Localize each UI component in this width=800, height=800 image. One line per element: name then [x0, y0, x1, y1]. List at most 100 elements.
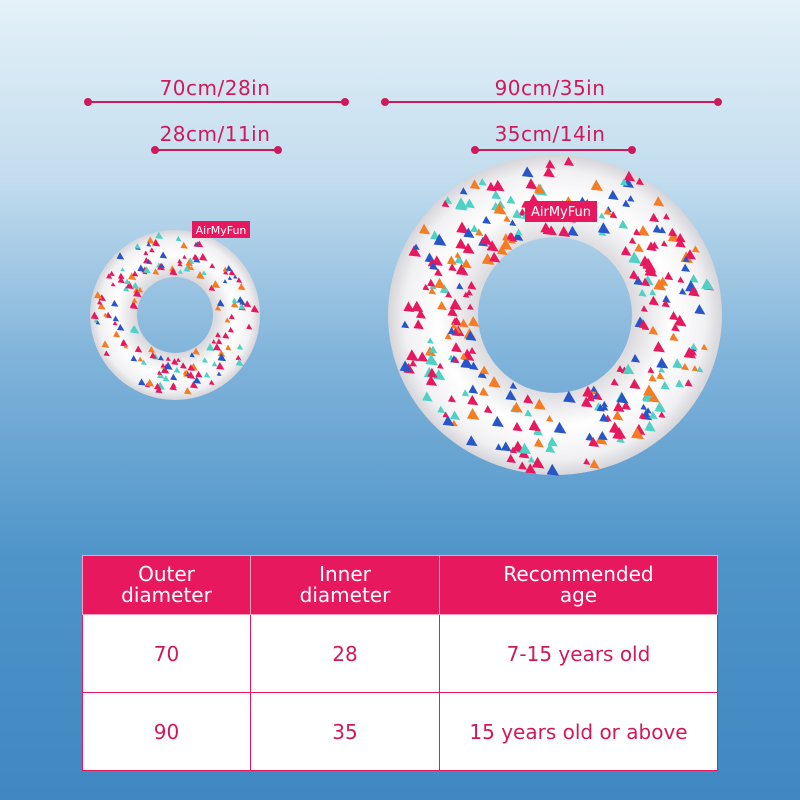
- confetti-piece: [493, 202, 507, 215]
- confetti-piece: [446, 255, 457, 265]
- confetti-piece: [681, 362, 690, 371]
- confetti-piece: [422, 391, 433, 402]
- cell: 15 years old or above: [439, 692, 718, 771]
- confetti-piece: [553, 421, 567, 434]
- confetti-piece: [236, 343, 244, 350]
- confetti-piece: [662, 294, 671, 303]
- confetti-piece: [675, 237, 686, 248]
- confetti-piece: [211, 339, 217, 344]
- confetti-piece: [193, 254, 200, 261]
- confetti-piece: [688, 285, 700, 297]
- confetti-piece: [449, 298, 462, 311]
- cell: 35: [250, 692, 440, 771]
- confetti-piece: [459, 187, 468, 195]
- confetti-piece: [152, 268, 160, 275]
- confetti-piece: [620, 178, 628, 186]
- confetti-piece: [155, 231, 164, 240]
- confetti-piece: [469, 361, 479, 371]
- confetti-piece: [454, 255, 465, 264]
- confetti-piece: [425, 353, 439, 366]
- confetti-piece: [609, 421, 622, 434]
- confetti-piece: [111, 299, 119, 307]
- confetti-piece: [637, 225, 650, 237]
- confetti-piece: [173, 366, 181, 373]
- confetti-piece: [653, 341, 666, 353]
- confetti-piece: [159, 251, 168, 259]
- confetti-piece: [170, 373, 178, 381]
- confetti-piece: [399, 360, 412, 373]
- confetti-piece: [661, 299, 670, 308]
- confetti-piece: [441, 199, 450, 208]
- confetti-piece: [483, 405, 493, 414]
- confetti-piece: [683, 346, 697, 359]
- header-cell: Outer diameter: [82, 555, 251, 615]
- confetti-piece: [456, 282, 464, 290]
- confetti-piece: [130, 301, 139, 310]
- confetti-piece: [486, 181, 497, 192]
- confetti-piece: [597, 430, 608, 441]
- confetti-piece: [447, 326, 457, 335]
- confetti-piece: [217, 349, 226, 357]
- confetti-piece: [656, 357, 669, 369]
- confetti-piece: [132, 282, 140, 289]
- confetti-piece: [613, 401, 625, 413]
- header-text: age: [559, 583, 598, 607]
- confetti-piece: [158, 355, 165, 361]
- inner-dimension: 28cm/11in: [160, 122, 271, 146]
- confetti-piece: [456, 221, 470, 234]
- confetti-piece: [531, 456, 545, 469]
- confetti-piece: [533, 437, 544, 448]
- confetti-piece: [643, 384, 657, 397]
- confetti-piece: [660, 381, 670, 390]
- confetti: [90, 156, 714, 476]
- confetti-piece: [545, 443, 556, 453]
- confetti-piece: [675, 379, 684, 388]
- confetti-piece: [439, 284, 450, 294]
- confetti-piece: [534, 398, 546, 410]
- confetti-piece: [189, 265, 195, 271]
- confetti-piece: [431, 255, 443, 266]
- confetti-piece: [669, 311, 679, 321]
- confetti-piece: [640, 403, 648, 410]
- confetti-piece: [545, 159, 556, 169]
- confetti-piece: [542, 226, 552, 235]
- confetti-piece: [586, 393, 595, 402]
- confetti-piece: [222, 266, 229, 273]
- confetti-piece: [546, 415, 554, 422]
- confetti-piece: [112, 315, 120, 322]
- confetti-piece: [501, 441, 512, 452]
- confetti-piece: [237, 282, 246, 291]
- confetti-piece: [479, 386, 489, 397]
- confetti-piece: [209, 263, 216, 269]
- confetti-piece: [701, 278, 714, 291]
- confetti-piece: [658, 366, 666, 373]
- confetti-piece: [233, 274, 238, 279]
- confetti-piece: [506, 195, 516, 204]
- confetti-piece: [177, 261, 183, 267]
- confetti-piece: [648, 325, 659, 335]
- confetti-piece: [470, 224, 479, 233]
- logo-badge: [192, 221, 250, 238]
- confetti-piece: [123, 285, 130, 292]
- confetti-piece: [675, 232, 686, 243]
- confetti-piece: [97, 302, 106, 310]
- confetti-piece: [236, 296, 245, 304]
- confetti-piece: [633, 275, 644, 286]
- confetti-piece: [524, 409, 533, 417]
- confetti-piece: [447, 306, 458, 317]
- confetti-piece: [689, 274, 699, 283]
- confetti-piece: [466, 408, 480, 420]
- confetti-piece: [113, 330, 121, 338]
- confetti-piece: [159, 262, 165, 269]
- confetti-piece: [454, 251, 462, 259]
- confetti-piece: [165, 356, 171, 362]
- confetti-piece: [480, 233, 493, 246]
- confetti-piece: [462, 242, 475, 254]
- confetti-piece: [455, 263, 469, 276]
- brand-logo: AirMyFun: [196, 224, 247, 237]
- confetti-piece: [638, 412, 647, 420]
- confetti-piece: [450, 322, 458, 329]
- confetti-piece: [465, 330, 477, 341]
- confetti-piece: [231, 300, 239, 308]
- confetti-piece: [452, 316, 462, 326]
